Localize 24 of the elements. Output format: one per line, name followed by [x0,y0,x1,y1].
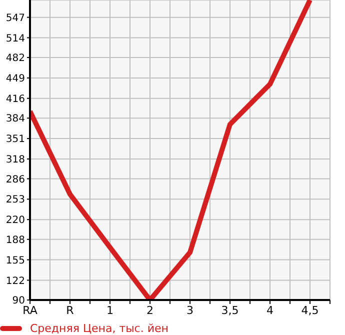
y-tick-label: 122 [6,276,25,287]
x-tick-label: 3,5 [221,304,239,317]
y-tick-label: 286 [6,174,25,186]
x-tick-label: R [66,304,74,317]
legend-label: Средняя Цена, тыс. йен [30,322,168,335]
y-tick-label: 351 [6,134,25,146]
x-tick-label: 4 [266,304,274,317]
y-tick-label: 318 [6,154,25,166]
y-tick-label: 253 [6,194,25,206]
y-tick-label: 155 [6,255,25,266]
y-tick-label: 90 [12,296,25,307]
x-tick-label: RA [22,304,38,317]
y-tick-label: 514 [6,33,25,44]
y-tick-label: 416 [6,94,25,105]
x-tick-label: 3 [186,304,194,317]
y-tick-label: 220 [6,215,25,226]
x-tick-label: 4,5 [301,304,319,317]
y-tick-label: 547 [6,12,25,24]
x-tick-label: 2 [146,304,154,317]
y-tick-label: 449 [6,73,25,84]
y-tick-label: 482 [6,53,25,64]
y-tick-label: 188 [6,234,25,246]
x-tick-label: 1 [106,304,114,317]
y-tick-label: 384 [6,114,25,125]
